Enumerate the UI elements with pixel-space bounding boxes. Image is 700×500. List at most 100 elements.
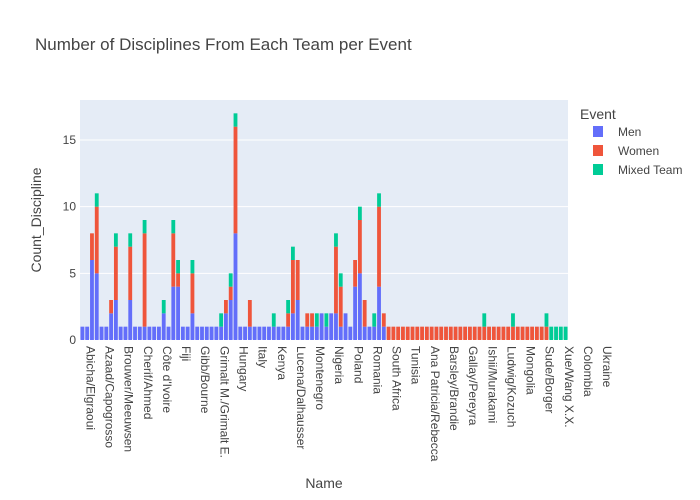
x-tick-label: Ukraine <box>600 346 614 388</box>
bar-men <box>85 326 90 340</box>
bar-women <box>386 326 391 340</box>
bar-women <box>477 326 482 340</box>
bar-women <box>142 233 147 327</box>
bar-women <box>424 326 429 340</box>
bar-women <box>224 300 228 314</box>
bar-women <box>491 326 496 340</box>
bar-men <box>271 326 276 340</box>
x-tick-label: Lucena/Dalhausser <box>294 346 308 449</box>
x-tick-label: Colombia <box>581 346 595 397</box>
plot-background <box>80 100 568 340</box>
legend-label: Women <box>618 144 659 158</box>
bar-mixed-team <box>372 313 377 327</box>
gridlines <box>80 139 568 341</box>
bar-mixed-team <box>334 233 338 247</box>
bar-mixed-team <box>219 313 224 327</box>
bar-mixed-team <box>338 273 343 287</box>
bar-women <box>334 246 338 314</box>
bar-mixed-team <box>549 326 554 340</box>
x-tick-label: South Africa <box>390 346 404 411</box>
bar-mixed-team <box>314 313 319 327</box>
bar-women <box>377 206 381 287</box>
bar-men <box>180 326 185 340</box>
bar-women <box>506 326 511 340</box>
bar-women <box>429 326 434 340</box>
bar-women <box>453 326 458 340</box>
bar-women <box>410 326 415 340</box>
bar-men <box>377 286 381 340</box>
bar-men <box>214 326 219 340</box>
bar-women <box>434 326 439 340</box>
bar-women <box>439 326 444 340</box>
x-axis-title: Name <box>305 475 343 491</box>
bar-men <box>329 313 334 340</box>
x-tick-label: Gallay/Pereyra <box>466 346 480 426</box>
bar-men <box>128 300 133 340</box>
legend-label: Men <box>618 125 641 139</box>
bar-men <box>372 326 377 340</box>
bar-men <box>142 326 147 340</box>
bar-men <box>152 326 157 340</box>
bar-mixed-team <box>511 313 515 327</box>
bar-men <box>286 326 291 340</box>
bar-women <box>525 326 530 340</box>
bar-mixed-team <box>171 220 176 234</box>
legend-title: Event <box>580 106 616 122</box>
bar-women <box>305 313 310 327</box>
x-tick-label: Poland <box>351 346 365 383</box>
x-tick-label: Brouwer/Meeuwsen <box>122 346 136 452</box>
bar-women <box>171 233 176 287</box>
bar-men <box>109 313 114 340</box>
bar-men <box>238 326 243 340</box>
bar-men <box>257 326 262 340</box>
bar-women <box>295 260 300 300</box>
bar-women <box>310 313 314 327</box>
bar-men <box>94 273 99 340</box>
bar-women <box>496 326 501 340</box>
bar-mixed-team <box>233 113 238 127</box>
y-axis-title: Count_Discipline <box>28 167 44 272</box>
bar-women <box>228 286 233 300</box>
bars <box>80 113 568 340</box>
bar-women <box>109 300 114 314</box>
bar-men <box>310 326 314 340</box>
bar-men <box>267 326 271 340</box>
bar-women <box>487 326 491 340</box>
legend-swatch <box>593 164 603 175</box>
bar-mixed-team <box>324 313 329 327</box>
x-tick-label: Montenegro <box>313 346 327 410</box>
bar-men <box>324 326 329 340</box>
bar-men <box>314 326 319 340</box>
bar-women <box>338 286 343 327</box>
bar-men <box>357 273 362 340</box>
bar-men <box>147 326 152 340</box>
bar-women <box>286 313 291 327</box>
x-tick-label: Côte d'Ivoire <box>160 346 174 413</box>
bar-mixed-team <box>142 220 147 234</box>
bar-women <box>233 126 238 234</box>
bar-women <box>357 220 362 274</box>
bar-mixed-team <box>544 313 549 327</box>
bar-mixed-team <box>161 300 166 314</box>
bar-men <box>247 326 252 340</box>
bar-women <box>544 326 549 340</box>
bar-women <box>468 326 472 340</box>
x-tick-label: Grimalt M./Grimalt E. <box>217 346 231 458</box>
bar-women <box>420 326 424 340</box>
bar-women <box>176 273 180 287</box>
bar-women <box>501 326 506 340</box>
bar-men <box>300 326 305 340</box>
x-tick-label: Italy <box>256 346 270 368</box>
chart-title: Number of Disciplines From Each Team per… <box>35 35 412 54</box>
legend: Event Men Women Mixed Team <box>580 106 682 177</box>
bar-women <box>113 246 118 300</box>
bar-women <box>396 326 401 340</box>
bar-mixed-team <box>176 260 180 274</box>
legend-swatch <box>593 145 603 156</box>
bar-mixed-team <box>290 246 295 260</box>
bar-men <box>276 326 281 340</box>
bar-men <box>305 326 310 340</box>
bar-mixed-team <box>94 193 99 207</box>
bar-men <box>137 326 142 340</box>
